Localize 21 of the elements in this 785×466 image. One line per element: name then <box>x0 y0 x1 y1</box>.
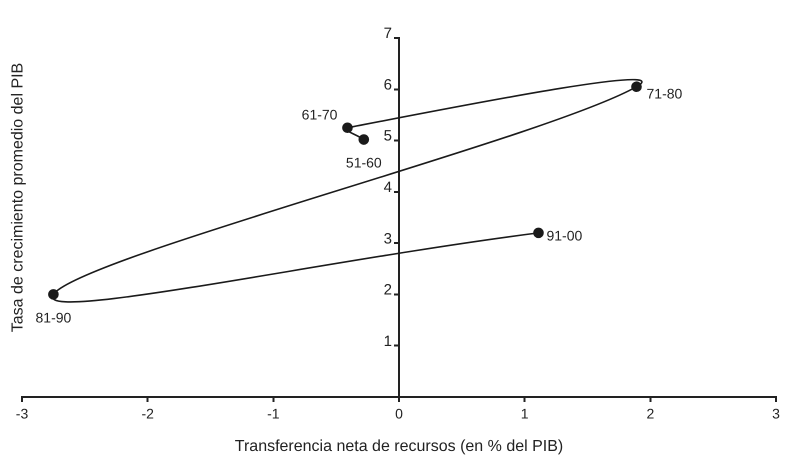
annotation: 91-00 <box>546 228 583 244</box>
y-tick-label: 1 <box>384 332 392 350</box>
y-tick-label: 3 <box>384 230 392 248</box>
x-tick-label: -1 <box>267 405 280 422</box>
x-tick-label: 0 <box>395 405 404 422</box>
annotation: 71-80 <box>646 86 683 102</box>
annotation: 61-70 <box>302 106 338 123</box>
annotation: 51-60 <box>346 154 382 170</box>
y-tick-label: 2 <box>384 282 392 299</box>
x-tick-label: 3 <box>772 405 780 422</box>
x-tick-label: -2 <box>141 405 154 422</box>
y-tick-label: 6 <box>384 76 392 94</box>
x-tick-label: -3 <box>16 405 28 422</box>
y-tick-label: 4 <box>384 179 392 196</box>
y-tick-label: 5 <box>384 128 392 145</box>
annotation: 81-90 <box>36 309 72 326</box>
x-axis-title: Transferencia neta de recursos (en % del PIB) <box>234 438 564 455</box>
y-tick-label: 7 <box>384 25 392 42</box>
x-tick-label: 1 <box>520 405 529 422</box>
y-axis-title: Tasa de crecimiento promedio del PIB <box>9 62 26 332</box>
x-tick-label: 2 <box>646 405 654 422</box>
